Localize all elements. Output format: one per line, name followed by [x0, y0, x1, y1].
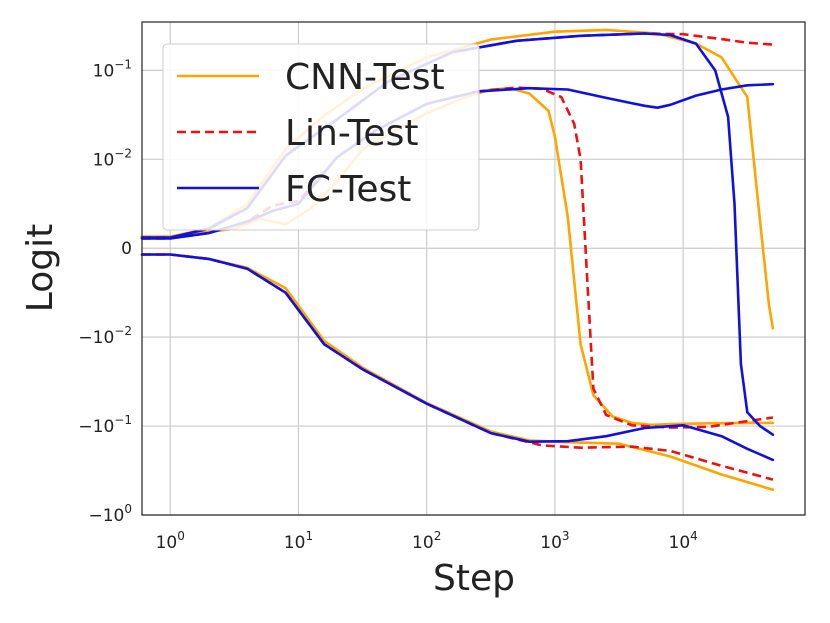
- y-tick-exponent: −2: [114, 146, 132, 160]
- y-tick-base: 10: [93, 150, 115, 170]
- y-tick-exponent: 0: [124, 502, 132, 516]
- y-tick-base: −10: [78, 417, 114, 437]
- y-tick-exponent: −1: [114, 57, 132, 71]
- y-tick-base: −10: [88, 506, 124, 526]
- y-tick-label: 10−1: [93, 57, 132, 81]
- x-tick-label: 103: [540, 529, 569, 553]
- x-tick-exponent: 1: [305, 529, 313, 543]
- y-tick-base: 10: [93, 61, 115, 81]
- y-tick-label: −10−2: [78, 324, 132, 348]
- x-tick-label: 101: [284, 529, 313, 553]
- x-tick-base: 10: [156, 533, 178, 553]
- x-tick-exponent: 3: [562, 529, 570, 543]
- x-tick-base: 10: [540, 533, 562, 553]
- x-tick-exponent: 4: [690, 529, 698, 543]
- y-tick-label: 10−2: [93, 146, 132, 170]
- y-tick-exponent: −1: [114, 413, 132, 427]
- x-tick-base: 10: [669, 533, 691, 553]
- x-tick-base: 10: [412, 533, 434, 553]
- y-tick-text: 0: [121, 239, 132, 259]
- legend-label: FC-Test: [285, 169, 411, 210]
- y-tick-base: −10: [78, 328, 114, 348]
- y-tick-label: −100: [88, 502, 132, 526]
- x-tick-label: 102: [412, 529, 441, 553]
- y-axis-label: Logit: [20, 224, 61, 312]
- series-line-lin-test: [142, 32, 773, 239]
- legend-box: [162, 43, 480, 231]
- x-tick-exponent: 2: [434, 529, 442, 543]
- x-tick-label: 104: [669, 529, 698, 553]
- x-tick-label: 100: [156, 529, 185, 553]
- y-tick-exponent: −2: [114, 324, 132, 338]
- series-line-fc-test: [140, 253, 775, 462]
- y-tick-label: 0: [121, 239, 132, 259]
- y-tick-label: −10−1: [78, 413, 132, 437]
- legend-label: CNN-Test: [285, 57, 445, 98]
- x-tick-exponent: 0: [177, 529, 185, 543]
- x-axis-label: Step: [433, 558, 515, 599]
- x-tick-base: 10: [284, 533, 306, 553]
- plot-frame: [141, 21, 806, 516]
- legend: CNN-Test Lin-Test FC-Test: [162, 43, 480, 231]
- legend-label: Lin-Test: [285, 113, 418, 154]
- series-line-lin-test: [142, 253, 774, 481]
